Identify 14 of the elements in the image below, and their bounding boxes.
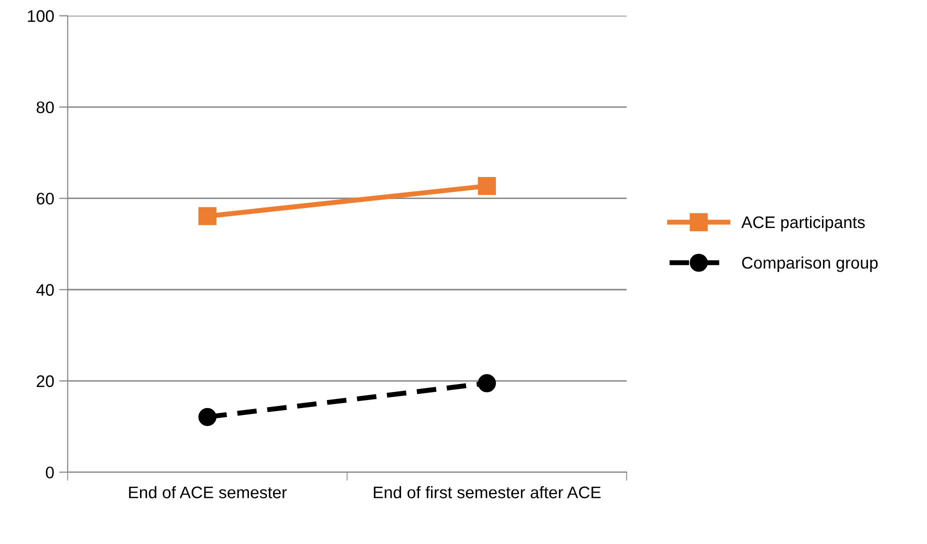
- y-tick-label: 0: [46, 466, 54, 478]
- legend-label: ACE participants: [741, 216, 865, 232]
- point: [478, 374, 496, 392]
- y-tick-label: 40: [36, 284, 54, 296]
- point: [478, 176, 496, 196]
- legend-label: Comparison group: [742, 256, 878, 272]
- y-tick-label: 20: [36, 375, 54, 388]
- x-tick-label: End of first semester after ACE: [374, 486, 601, 498]
- point: [198, 207, 216, 226]
- y-tick-label: 100: [28, 10, 54, 22]
- point: [198, 408, 216, 426]
- y-tick-label: 60: [36, 192, 54, 205]
- y-tick-label: 80: [36, 101, 54, 114]
- x-tick-label: End of ACE semester: [129, 486, 287, 498]
